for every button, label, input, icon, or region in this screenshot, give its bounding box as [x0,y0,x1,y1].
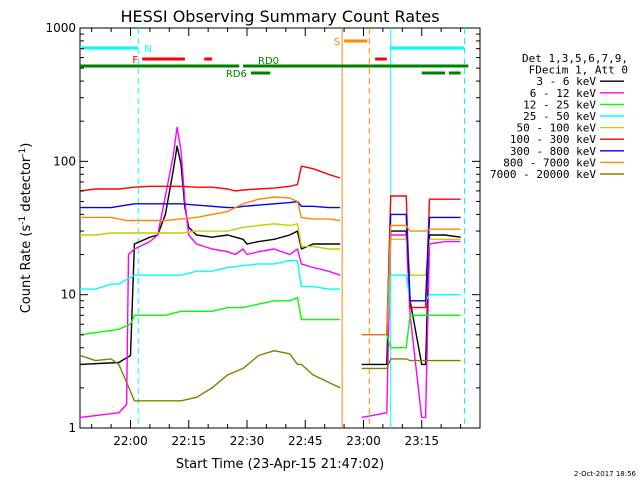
legend-header-0: Det 1,3,5,6,7,9, [522,52,628,65]
y-axis-label: Count Rate (s-1 detector-1) [18,143,34,314]
series-line-0 [79,145,461,366]
plot-frame [79,27,481,429]
flag-label-s: S [334,37,340,48]
legend-entry-1: 6 - 12 keV [530,87,597,100]
legend: Det 1,3,5,6,7,9,FDecim 1, Att 03 - 6 keV… [490,52,628,181]
x-tick-label-0: 22:00 [113,434,148,448]
flag-label-n: N [144,44,151,55]
x-tick-label-3: 22:45 [288,434,323,448]
axis-layer: 1 10 100 1000 22:00 22:15 22:30 22:45 23:00 23:15 [45,21,481,448]
legend-entry-6: 300 - 800 keV [510,145,596,158]
series-line-3 [80,259,461,336]
legend-header-1: FDecim 1, Att 0 [529,64,628,77]
y-tick-label-2: 100 [53,154,76,168]
x-tick-label-2: 22:30 [230,434,265,448]
flag-bars: N S F RD0 RD6 [80,37,469,80]
y-tick-label-3: 1000 [45,21,76,35]
date-stamp: 2-Oct-2017 18:56 [574,470,637,478]
flag-label-f: F [132,55,138,66]
legend-entry-0: 3 - 6 keV [536,75,596,88]
legend-entry-2: 12 - 25 keV [523,98,596,111]
plot-area [79,27,481,429]
series-layer [79,126,461,419]
legend-entry-8: 7000 - 20000 keV [490,168,596,181]
series-line-7 [80,196,461,336]
x-tick-label-4: 23:00 [346,434,381,448]
legend-entry-3: 25 - 50 keV [523,110,596,123]
x-axis-label: Start Time (23-Apr-15 21:47:02) [176,457,384,472]
legend-entry-5: 100 - 300 keV [510,133,596,146]
chart-title: HESSI Observing Summary Count Rates [120,7,439,26]
y-tick-label-1: 10 [61,288,76,302]
x-tick-label-1: 22:15 [171,434,206,448]
x-tick-label-5: 23:15 [404,434,439,448]
flag-label-rd0: RD0 [258,56,279,67]
legend-entry-4: 50 - 100 keV [517,122,597,135]
legend-entry-7: 800 - 7000 keV [503,156,596,169]
series-line-2 [79,296,461,349]
y-tick-label-0: 1 [68,421,76,435]
flag-label-rd6: RD6 [226,69,247,80]
series-line-5 [79,165,461,336]
series-line-8 [79,350,461,402]
series-line-1 [79,126,461,419]
